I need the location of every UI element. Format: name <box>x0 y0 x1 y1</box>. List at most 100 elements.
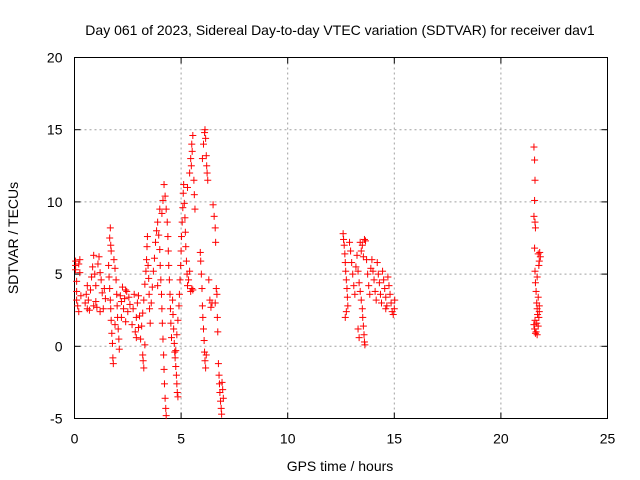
data-point <box>373 259 381 267</box>
data-point <box>122 286 130 294</box>
data-point <box>107 247 115 255</box>
data-point <box>531 325 539 333</box>
data-point <box>117 313 125 321</box>
data-point <box>162 404 170 412</box>
data-point <box>85 306 93 314</box>
data-point <box>531 196 539 204</box>
data-point <box>123 287 131 295</box>
data-point <box>149 267 157 275</box>
data-point <box>154 218 162 226</box>
data-point <box>353 251 361 259</box>
data-point <box>134 292 142 300</box>
data-point <box>199 313 207 321</box>
data-point <box>534 250 542 258</box>
data-point <box>116 292 124 300</box>
data-point <box>108 329 116 337</box>
data-point <box>202 134 210 142</box>
data-point <box>199 325 207 333</box>
data-point <box>212 285 220 293</box>
data-point <box>145 274 153 282</box>
chart-title: Day 061 of 2023, Sidereal Day-to-day VTE… <box>85 22 595 38</box>
data-point <box>76 256 84 264</box>
data-point <box>340 241 348 249</box>
data-point <box>133 299 141 307</box>
data-point <box>376 290 384 298</box>
data-point <box>211 299 219 307</box>
data-point <box>357 296 365 304</box>
data-point <box>144 261 152 269</box>
data-point <box>139 357 147 365</box>
data-point <box>141 280 149 288</box>
data-point <box>359 313 367 321</box>
data-point <box>75 260 83 268</box>
data-point <box>533 319 541 327</box>
data-point <box>214 328 222 336</box>
data-point <box>188 285 196 293</box>
data-point <box>218 410 226 418</box>
data-point <box>81 299 89 307</box>
data-point <box>129 305 137 313</box>
data-point <box>534 322 542 330</box>
data-point <box>198 302 206 310</box>
data-point <box>532 328 540 336</box>
data-point <box>347 247 355 255</box>
data-point <box>186 169 194 177</box>
data-point <box>175 290 183 298</box>
data-point <box>218 378 226 386</box>
data-point <box>200 337 208 345</box>
data-point <box>117 298 125 306</box>
data-point <box>190 176 198 184</box>
data-point <box>173 331 181 339</box>
data-point <box>357 247 365 255</box>
data-point <box>73 277 81 285</box>
data-point <box>205 276 213 284</box>
data-point <box>72 266 80 274</box>
data-point <box>358 305 366 313</box>
data-point <box>203 162 211 170</box>
data-point <box>158 305 166 313</box>
data-point <box>349 270 357 278</box>
data-point <box>92 282 100 290</box>
data-point <box>89 263 97 271</box>
data-point <box>155 231 163 239</box>
data-point <box>191 205 199 213</box>
data-point <box>134 324 142 332</box>
data-point <box>158 319 166 327</box>
data-point <box>371 287 379 295</box>
data-point <box>130 290 138 298</box>
data-point <box>93 303 101 311</box>
y-tick-label: 15 <box>47 122 63 138</box>
data-point <box>386 290 394 298</box>
data-point <box>156 261 164 269</box>
data-point <box>342 308 350 316</box>
data-point <box>141 341 149 349</box>
data-point <box>212 238 220 246</box>
data-point <box>368 256 376 264</box>
data-point <box>138 322 146 330</box>
data-point <box>535 257 543 265</box>
data-point <box>530 143 538 151</box>
data-point <box>126 300 134 308</box>
data-point <box>531 329 539 337</box>
data-point <box>99 305 107 313</box>
data-point <box>86 286 94 294</box>
x-tick-label: 20 <box>493 431 509 447</box>
data-point <box>180 181 188 189</box>
data-point <box>113 302 121 310</box>
data-point <box>215 371 223 379</box>
data-point <box>96 308 104 316</box>
data-point <box>175 302 183 310</box>
data-point <box>340 235 348 243</box>
y-tick-label: 0 <box>55 338 63 354</box>
data-point <box>122 318 130 326</box>
data-point <box>189 131 197 139</box>
data-point <box>350 282 358 290</box>
data-point <box>112 276 120 284</box>
data-point <box>111 264 119 272</box>
data-point <box>201 357 209 365</box>
data-point <box>108 339 116 347</box>
data-point <box>166 305 174 313</box>
data-point <box>106 296 114 304</box>
data-point <box>187 162 195 170</box>
